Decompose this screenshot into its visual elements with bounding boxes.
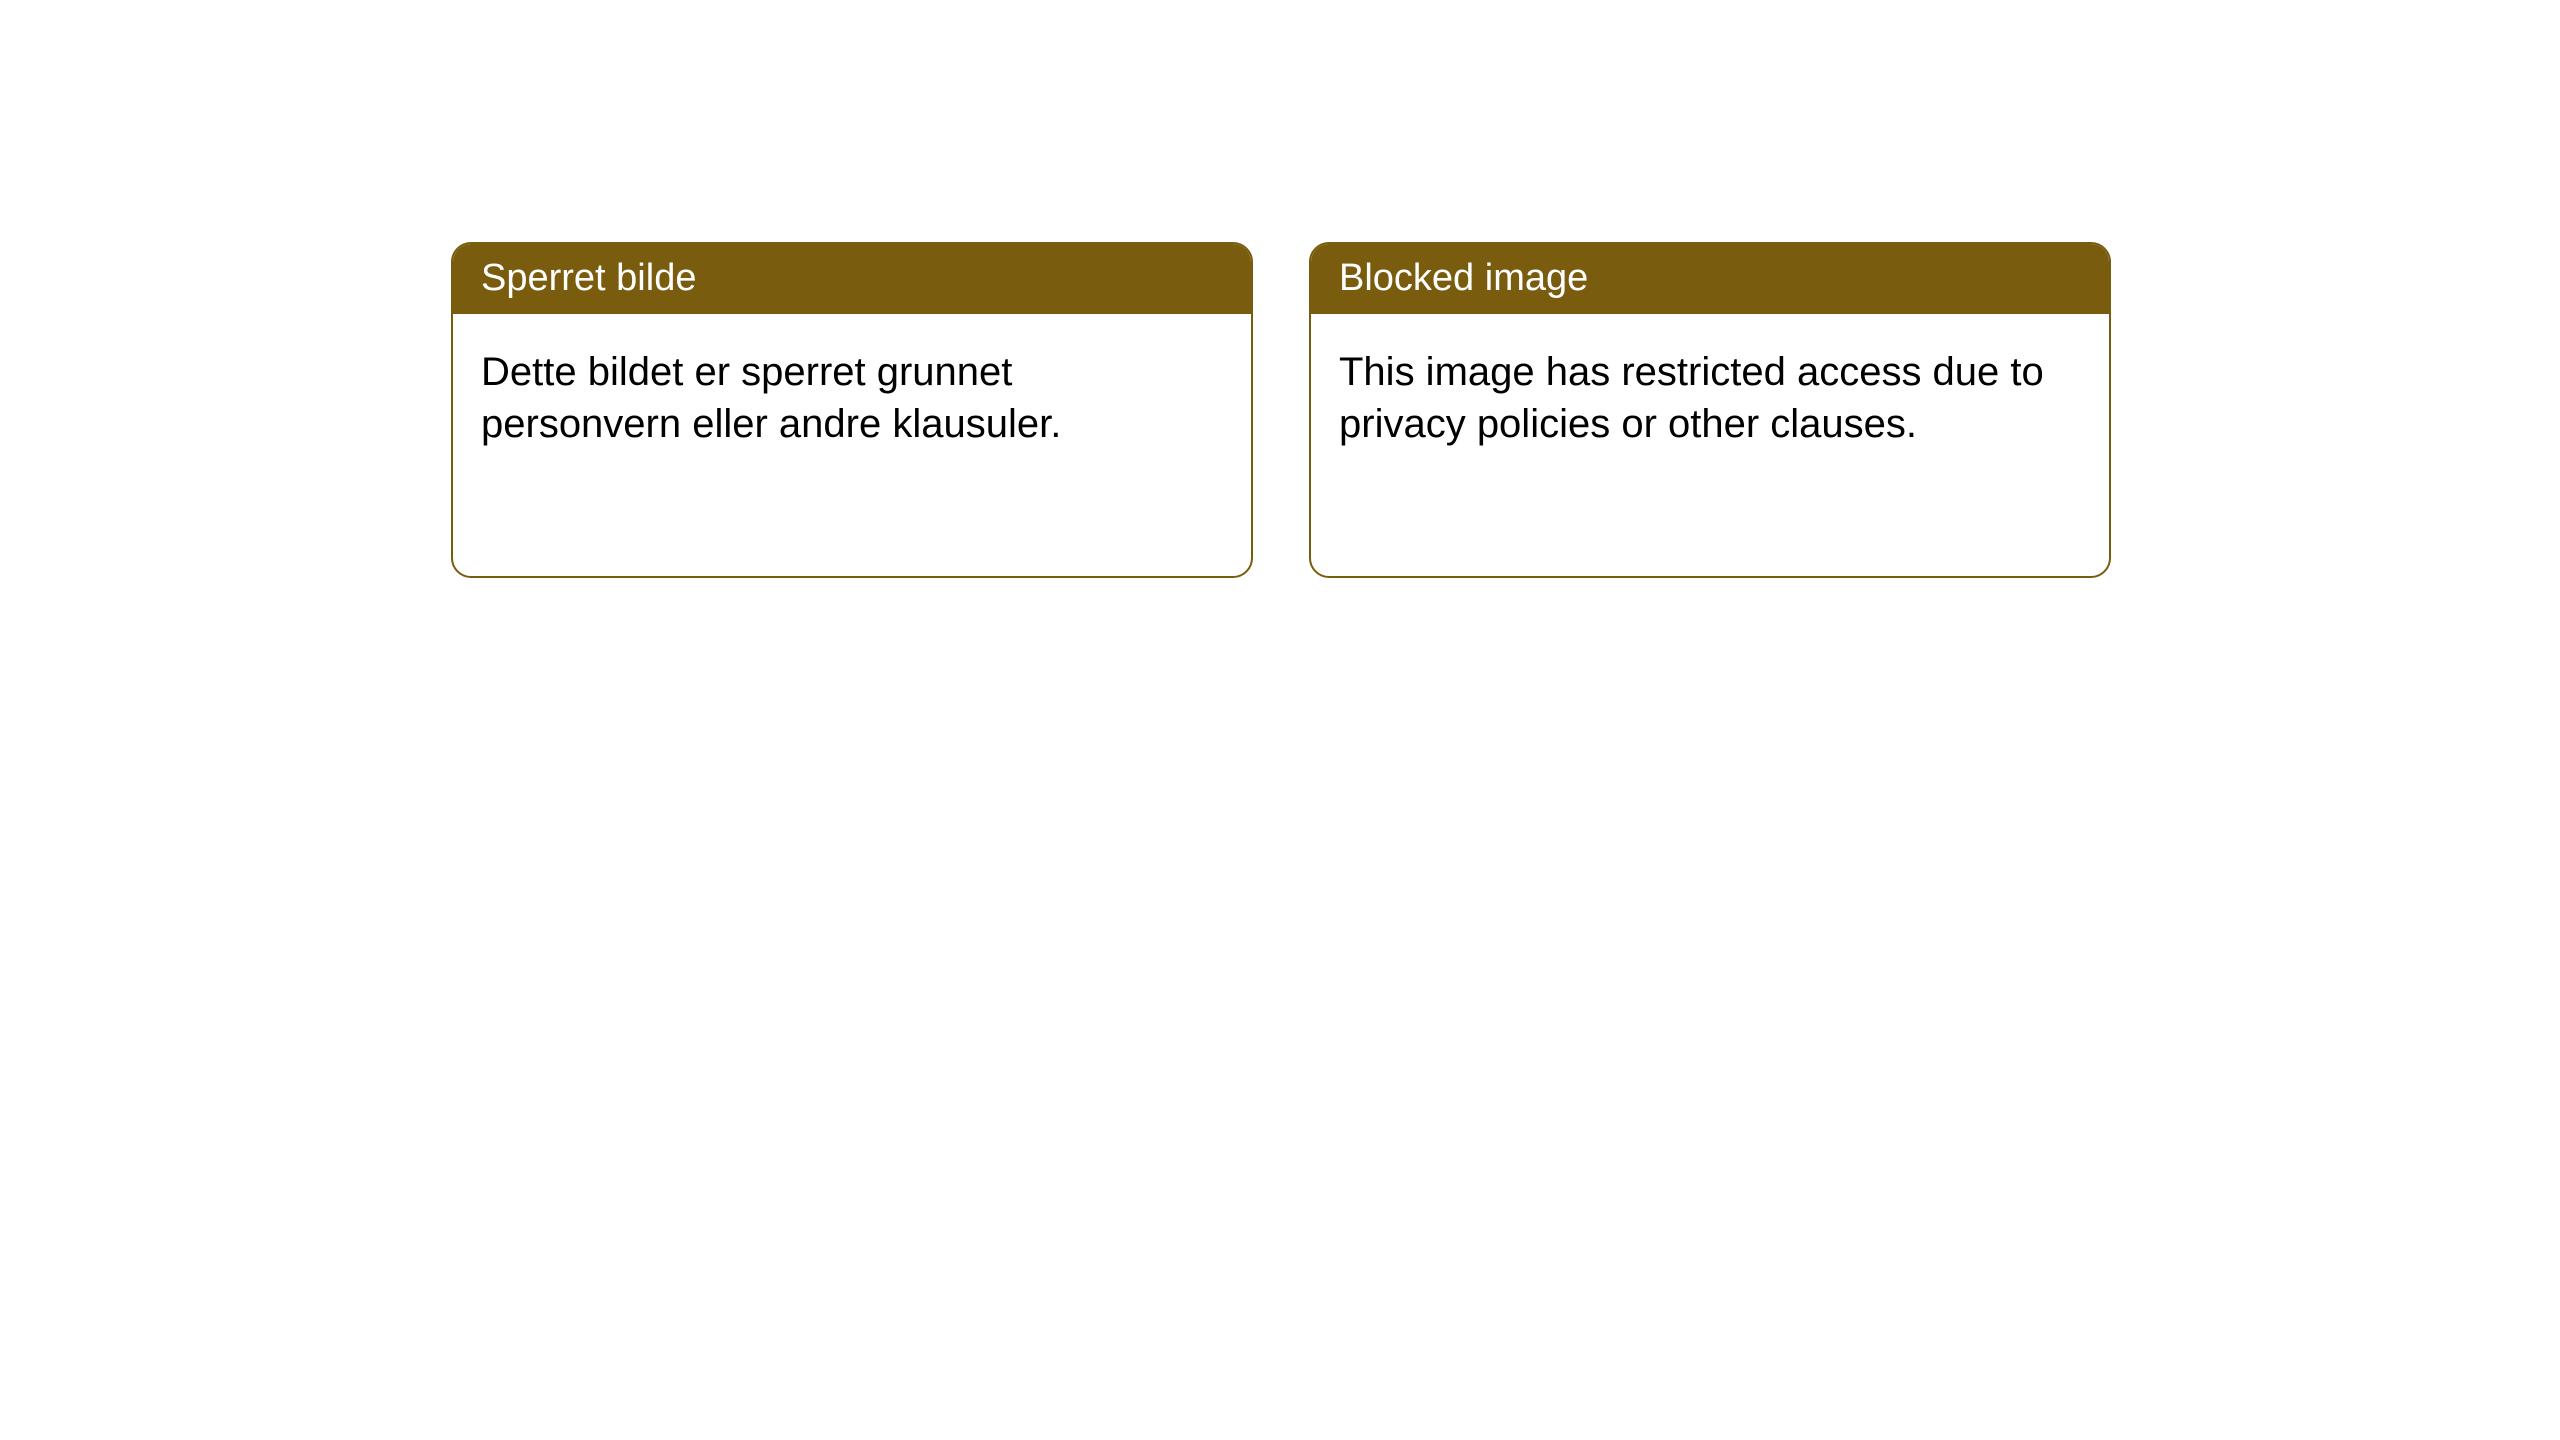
notice-body-english: This image has restricted access due to … [1311, 314, 2109, 482]
notice-header-english: Blocked image [1311, 244, 2109, 314]
notice-title-norwegian: Sperret bilde [481, 257, 696, 299]
notice-card-english: Blocked image This image has restricted … [1309, 242, 2111, 578]
notice-header-norwegian: Sperret bilde [453, 244, 1251, 314]
notice-title-english: Blocked image [1339, 257, 1588, 299]
notice-container: Sperret bilde Dette bildet er sperret gr… [451, 242, 2111, 578]
notice-text-norwegian: Dette bildet er sperret grunnet personve… [481, 350, 1061, 446]
notice-body-norwegian: Dette bildet er sperret grunnet personve… [453, 314, 1251, 482]
notice-text-english: This image has restricted access due to … [1339, 350, 2044, 446]
notice-card-norwegian: Sperret bilde Dette bildet er sperret gr… [451, 242, 1253, 578]
